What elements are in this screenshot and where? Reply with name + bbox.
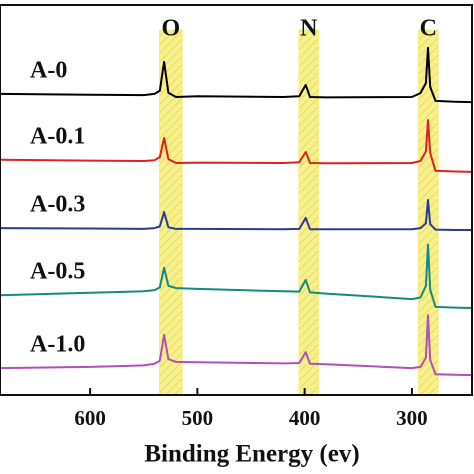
series-label: A-0.5 [30,259,85,285]
series-label: A-0.3 [30,192,85,218]
x-tick-label: 300 [396,406,428,430]
spectrum-line [0,199,472,231]
series-label: A-0.1 [30,123,85,149]
band-label: C [420,16,437,42]
x-tick-label: 600 [74,406,106,430]
spectrum-line [0,314,473,377]
spectrum-line [0,243,473,309]
highlight-band [298,29,320,396]
x-tick-label: 500 [182,406,214,430]
plot-frame [0,4,473,396]
band-label: O [161,16,180,42]
spectrum-line [0,119,473,173]
series-label: A-0 [30,57,67,83]
spectrum-line [0,46,473,104]
x-axis-title: Binding Energy (ev) [144,441,359,468]
series-label: A-1.0 [30,332,85,358]
x-tick-label: 400 [289,406,321,430]
band-label: N [300,16,318,42]
